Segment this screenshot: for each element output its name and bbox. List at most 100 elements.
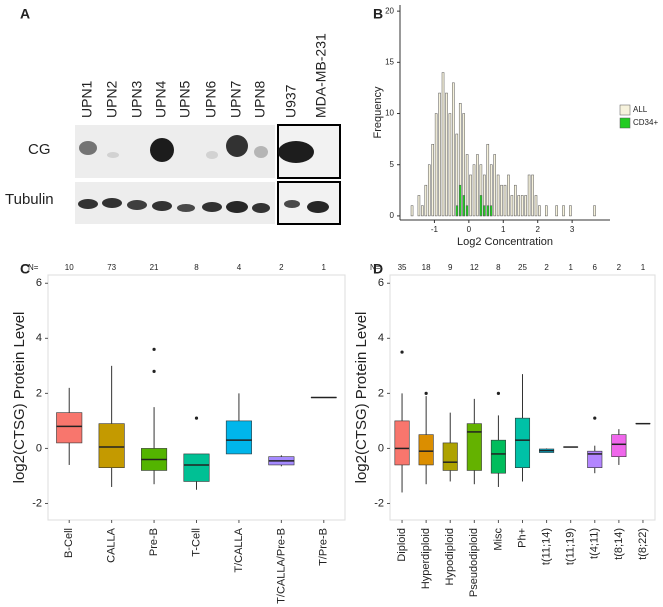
hist-bar xyxy=(452,82,455,217)
n-count: 8 xyxy=(496,263,501,272)
box xyxy=(394,420,410,466)
hist-bar xyxy=(538,205,541,217)
row-label: CG xyxy=(28,141,51,158)
hist-bar xyxy=(472,164,476,217)
box xyxy=(611,434,627,457)
hist-bar xyxy=(527,174,531,217)
x-tick-label: 0 xyxy=(467,225,472,234)
n-count: 2 xyxy=(544,263,549,272)
y-tick-label: 2 xyxy=(378,387,384,399)
hist-bar xyxy=(431,143,434,217)
y-tick-label: 0 xyxy=(390,211,395,220)
box xyxy=(56,412,83,444)
n-count: 2 xyxy=(617,263,622,272)
box xyxy=(514,417,531,468)
n-count: 8 xyxy=(194,263,199,272)
band xyxy=(226,201,248,213)
row-label: Tubulin xyxy=(5,191,54,208)
y-tick-label: -2 xyxy=(32,497,42,509)
lane-label: UPN8 xyxy=(252,80,268,118)
x-tick-label: t(4;11) xyxy=(589,528,601,559)
hist-bar xyxy=(421,205,424,217)
hist-bar xyxy=(441,72,445,217)
band xyxy=(252,203,270,213)
band xyxy=(79,141,97,155)
lane-label: U937 xyxy=(283,84,299,118)
hist-bar xyxy=(531,174,534,217)
y-tick-label: 4 xyxy=(378,332,384,344)
x-tick-label: 1 xyxy=(501,225,506,234)
y-tick-label: 6 xyxy=(36,277,42,289)
outlier xyxy=(593,416,597,420)
hist-bar xyxy=(458,184,462,217)
hist-bar xyxy=(486,143,490,217)
n-label: N= xyxy=(28,263,39,272)
hist-bar xyxy=(507,174,510,217)
x-tick-label: 3 xyxy=(570,225,575,234)
box xyxy=(587,450,603,468)
band xyxy=(127,200,147,210)
box xyxy=(98,423,125,468)
lane-label: UPN2 xyxy=(104,80,120,118)
band xyxy=(284,200,300,208)
panel-label: A xyxy=(20,6,30,22)
band xyxy=(152,201,172,211)
outlier xyxy=(400,350,404,354)
hist-bar xyxy=(517,195,521,217)
legend-swatch xyxy=(619,117,631,129)
box xyxy=(442,442,458,471)
box xyxy=(466,423,482,471)
outlier xyxy=(152,369,156,373)
y-axis-label: Frequency xyxy=(372,86,384,138)
lane-label: UPN6 xyxy=(203,80,219,118)
y-axis-label: log2(CTSG) Protein Level xyxy=(353,312,370,484)
hist-bar xyxy=(462,195,465,217)
y-axis-label: log2(CTSG) Protein Level xyxy=(11,312,28,484)
hist-bar xyxy=(434,113,438,217)
box xyxy=(490,439,506,474)
outlier xyxy=(496,391,501,395)
x-tick-label: T/CALLA/Pre-B xyxy=(275,528,287,604)
hist-bar xyxy=(417,195,421,217)
x-tick-label: -1 xyxy=(431,225,439,234)
panel-label: B xyxy=(373,6,383,22)
hist-bar xyxy=(555,205,558,217)
legend-swatch xyxy=(619,104,631,116)
hist-bar xyxy=(483,205,486,217)
band xyxy=(278,141,314,163)
band xyxy=(254,146,268,158)
x-tick-label: B-Cell xyxy=(63,528,75,558)
y-tick-label: 5 xyxy=(390,160,395,169)
x-tick-label: t(8;14) xyxy=(613,528,625,560)
y-tick-label: 2 xyxy=(36,387,42,399)
x-axis-label: Log2 Concentration xyxy=(457,236,553,248)
n-count: 25 xyxy=(518,263,527,272)
hist-bar xyxy=(455,205,459,217)
hist-bar xyxy=(496,174,500,217)
x-tick-label: T-Cell xyxy=(190,528,202,557)
n-label: N= xyxy=(370,263,381,272)
box xyxy=(225,420,252,455)
hist-bar xyxy=(524,195,527,217)
legend-label: ALL xyxy=(633,105,648,114)
n-count: 4 xyxy=(237,263,242,272)
n-count: 73 xyxy=(107,263,116,272)
x-tick-label: t(11;19) xyxy=(565,528,577,565)
hist-bar xyxy=(438,92,441,217)
hist-bar xyxy=(520,195,524,217)
x-tick-label: T/Pre-B xyxy=(318,528,330,566)
hist-bar xyxy=(510,195,514,217)
y-tick-label: 20 xyxy=(385,6,394,15)
hist-bar xyxy=(455,133,459,217)
hist-bar xyxy=(427,164,431,217)
band xyxy=(202,202,222,212)
box xyxy=(418,434,434,466)
panel-label: D xyxy=(373,261,383,277)
box xyxy=(183,453,210,482)
y-tick-label: 15 xyxy=(385,57,394,66)
hist-bar xyxy=(493,154,496,217)
x-tick-label: Pseudodiploid xyxy=(468,528,480,597)
outlier xyxy=(424,391,428,395)
x-tick-label: Hypodiploid xyxy=(444,528,456,585)
